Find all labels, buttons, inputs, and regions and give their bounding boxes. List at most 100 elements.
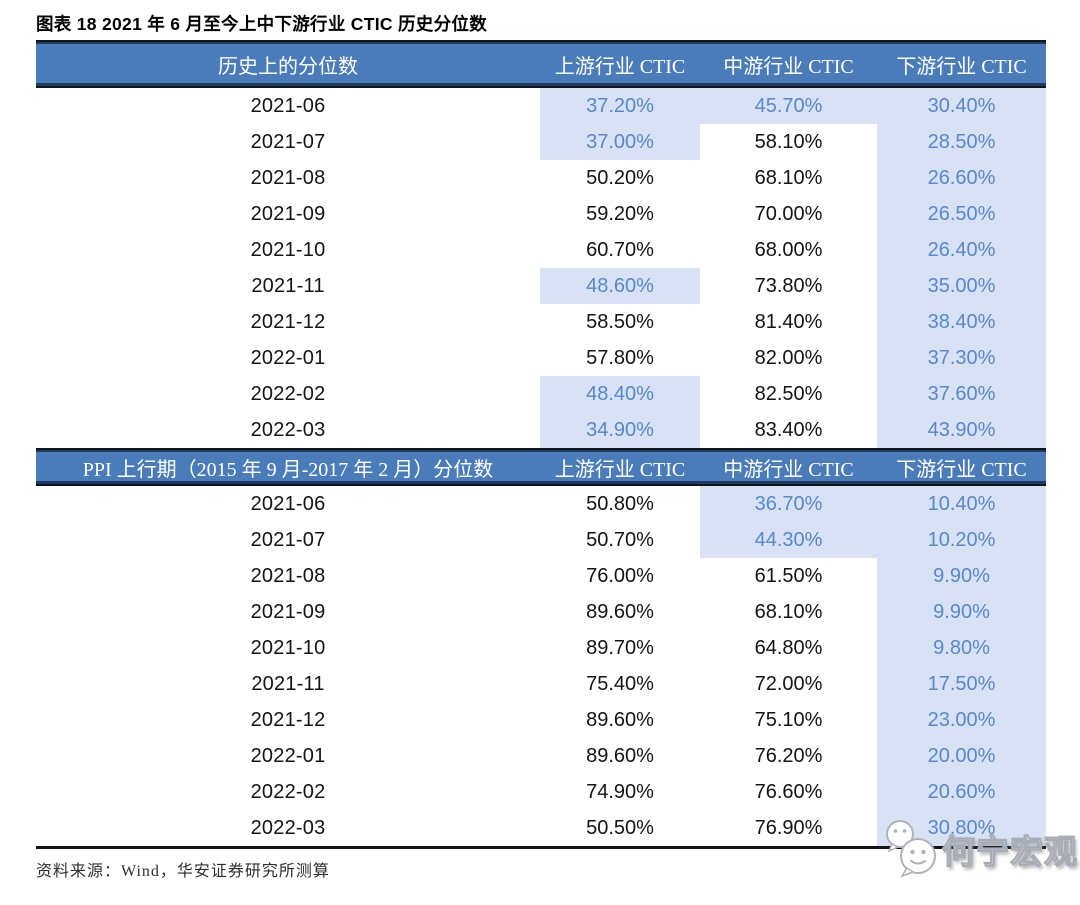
upstream-ctic-cell: 74.90% [540,774,700,810]
upstream-ctic-cell: 89.60% [540,594,700,630]
downstream-ctic-cell: 10.40% [877,485,1046,522]
table-row: 2022-01 89.60% 76.20% 20.00% [36,738,1046,774]
section-header-row: PPI 上行期（2015 年 9 月-2017 年 2 月）分位数 上游行业 C… [36,448,1046,486]
downstream-ctic-cell: 28.50% [877,124,1046,160]
date-cell: 2021-09 [36,594,540,630]
header-midstream-ctic: 中游行业 CTIC [700,40,877,88]
header-period-label: 历史上的分位数 [36,40,540,88]
section-header-row: 历史上的分位数 上游行业 CTIC 中游行业 CTIC 下游行业 CTIC [36,40,1046,88]
date-cell: 2021-11 [36,666,540,702]
table-row: 2022-02 74.90% 76.60% 20.60% [36,774,1046,810]
table-row: 2021-07 37.00% 58.10% 28.50% [36,124,1046,160]
date-cell: 2021-08 [36,558,540,594]
upstream-ctic-cell: 37.00% [540,124,700,160]
upstream-ctic-cell: 34.90% [540,412,700,449]
midstream-ctic-cell: 68.10% [700,594,877,630]
table-row: 2021-06 50.80% 36.70% 10.40% [36,485,1046,522]
downstream-ctic-cell: 35.00% [877,268,1046,304]
table-row: 2021-12 58.50% 81.40% 38.40% [36,304,1046,340]
midstream-ctic-cell: 76.20% [700,738,877,774]
table-row: 2022-03 34.90% 83.40% 43.90% [36,412,1046,449]
source-note: 资料来源：Wind，华安证券研究所测算 [36,863,330,880]
header-downstream-ctic: 下游行业 CTIC [877,40,1046,88]
upstream-ctic-cell: 89.60% [540,702,700,738]
downstream-ctic-cell: 26.60% [877,160,1046,196]
date-cell: 2022-02 [36,774,540,810]
midstream-ctic-cell: 64.80% [700,630,877,666]
downstream-ctic-cell: 26.50% [877,196,1046,232]
midstream-ctic-cell: 75.10% [700,702,877,738]
table-row: 2022-03 50.50% 76.90% 30.80% [36,810,1046,848]
upstream-ctic-cell: 59.20% [540,196,700,232]
midstream-ctic-cell: 82.00% [700,340,877,376]
upstream-ctic-cell: 50.80% [540,485,700,522]
upstream-ctic-cell: 50.50% [540,810,700,848]
header-period-label: PPI 上行期（2015 年 9 月-2017 年 2 月）分位数 [36,448,540,486]
table-row: 2021-07 50.70% 44.30% 10.20% [36,522,1046,558]
date-cell: 2021-09 [36,196,540,232]
table-row: 2021-10 60.70% 68.00% 26.40% [36,232,1046,268]
figure-title: 图表 18 2021 年 6 月至今上中下游行业 CTIC 历史分位数 [36,14,487,34]
downstream-ctic-cell: 9.90% [877,594,1046,630]
downstream-ctic-cell: 17.50% [877,666,1046,702]
date-cell: 2021-08 [36,160,540,196]
upstream-ctic-cell: 57.80% [540,340,700,376]
downstream-ctic-cell: 10.20% [877,522,1046,558]
date-cell: 2022-01 [36,738,540,774]
table-row: 2021-11 48.60% 73.80% 35.00% [36,268,1046,304]
upstream-ctic-cell: 75.40% [540,666,700,702]
upstream-ctic-cell: 76.00% [540,558,700,594]
table-row: 2022-02 48.40% 82.50% 37.60% [36,376,1046,412]
date-cell: 2021-06 [36,87,540,124]
watermark-text: 何宁宏观 [941,834,1078,871]
midstream-ctic-cell: 76.90% [700,810,877,848]
date-cell: 2021-06 [36,485,540,522]
downstream-ctic-cell: 23.00% [877,702,1046,738]
midstream-ctic-cell: 72.00% [700,666,877,702]
date-cell: 2021-10 [36,630,540,666]
downstream-ctic-cell: 26.40% [877,232,1046,268]
section-historical: 历史上的分位数 上游行业 CTIC 中游行业 CTIC 下游行业 CTIC 20… [36,40,1046,449]
table-row: 2022-01 57.80% 82.00% 37.30% [36,340,1046,376]
watermark: 何宁宏观 [882,818,1078,880]
date-cell: 2021-12 [36,304,540,340]
midstream-ctic-cell: 76.60% [700,774,877,810]
midstream-ctic-cell: 45.70% [700,87,877,124]
downstream-ctic-cell: 9.80% [877,630,1046,666]
downstream-ctic-cell: 9.90% [877,558,1046,594]
midstream-ctic-cell: 83.40% [700,412,877,449]
table-row: 2021-11 75.40% 72.00% 17.50% [36,666,1046,702]
header-upstream-ctic: 上游行业 CTIC [540,448,700,486]
date-cell: 2022-01 [36,340,540,376]
midstream-ctic-cell: 73.80% [700,268,877,304]
table-row: 2021-08 76.00% 61.50% 9.90% [36,558,1046,594]
table-row: 2021-08 50.20% 68.10% 26.60% [36,160,1046,196]
midstream-ctic-cell: 70.00% [700,196,877,232]
downstream-ctic-cell: 20.00% [877,738,1046,774]
date-cell: 2022-02 [36,376,540,412]
table-row: 2021-09 89.60% 68.10% 9.90% [36,594,1046,630]
header-upstream-ctic: 上游行业 CTIC [540,40,700,88]
midstream-ctic-cell: 44.30% [700,522,877,558]
upstream-ctic-cell: 50.70% [540,522,700,558]
table-row: 2021-09 59.20% 70.00% 26.50% [36,196,1046,232]
date-cell: 2021-07 [36,522,540,558]
downstream-ctic-cell: 37.30% [877,340,1046,376]
downstream-ctic-cell: 38.40% [877,304,1046,340]
upstream-ctic-cell: 48.60% [540,268,700,304]
date-cell: 2021-10 [36,232,540,268]
date-cell: 2022-03 [36,412,540,449]
midstream-ctic-cell: 68.00% [700,232,877,268]
upstream-ctic-cell: 48.40% [540,376,700,412]
downstream-ctic-cell: 43.90% [877,412,1046,449]
upstream-ctic-cell: 37.20% [540,87,700,124]
date-cell: 2021-07 [36,124,540,160]
table-row: 2021-06 37.20% 45.70% 30.40% [36,87,1046,124]
section-ppi-uptrend: PPI 上行期（2015 年 9 月-2017 年 2 月）分位数 上游行业 C… [36,448,1046,848]
data-table: 历史上的分位数 上游行业 CTIC 中游行业 CTIC 下游行业 CTIC 20… [36,40,1046,849]
date-cell: 2022-03 [36,810,540,848]
upstream-ctic-cell: 89.70% [540,630,700,666]
date-cell: 2021-11 [36,268,540,304]
header-downstream-ctic: 下游行业 CTIC [877,448,1046,486]
downstream-ctic-cell: 20.60% [877,774,1046,810]
